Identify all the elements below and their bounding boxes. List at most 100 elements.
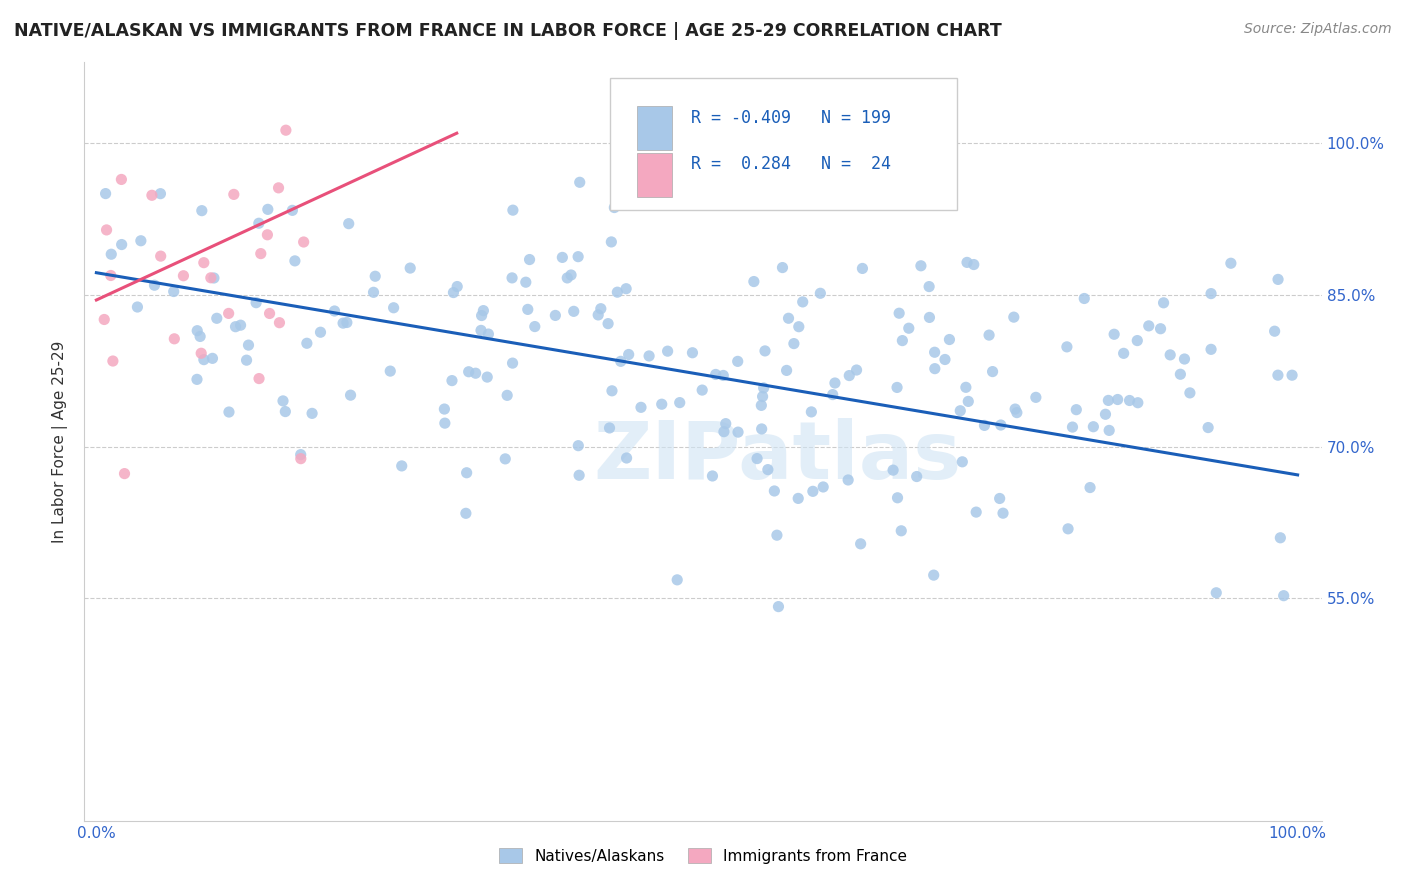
Point (808, 286, 831, 301)
Point (1267, 368, 1289, 383)
Point (886, 491, 908, 505)
Point (1178, 385, 1201, 400)
Point (1062, 420, 1084, 434)
Point (269, 316, 291, 330)
Point (562, 304, 585, 318)
Point (1219, 256, 1241, 270)
Point (281, 203, 304, 218)
Point (256, 202, 278, 217)
Point (544, 309, 567, 323)
Point (1098, 424, 1121, 438)
Point (610, 354, 633, 368)
Point (200, 270, 222, 285)
Point (555, 271, 578, 285)
Point (111, 237, 134, 252)
Point (205, 311, 228, 326)
Point (606, 285, 628, 300)
Point (849, 537, 872, 551)
Point (1078, 481, 1101, 495)
Point (713, 425, 735, 439)
Point (284, 253, 307, 268)
Point (502, 203, 524, 218)
Point (1005, 406, 1028, 420)
Point (96, 223, 118, 237)
Point (364, 269, 387, 284)
Point (337, 217, 360, 231)
Point (443, 285, 465, 300)
Point (1057, 522, 1080, 536)
Point (965, 505, 987, 519)
Point (149, 249, 172, 263)
Point (568, 175, 591, 189)
Point (127, 300, 149, 314)
Point (1126, 334, 1149, 348)
Point (1173, 351, 1195, 366)
Point (924, 361, 946, 376)
Point (470, 323, 492, 337)
Point (1107, 392, 1129, 407)
Point (745, 451, 768, 466)
Point (711, 368, 734, 383)
Point (496, 388, 519, 402)
Point (186, 372, 208, 386)
Point (218, 306, 240, 320)
Point (1205, 586, 1227, 600)
Point (382, 301, 405, 315)
Point (666, 573, 689, 587)
Point (271, 393, 294, 408)
Point (897, 321, 920, 335)
Point (800, 405, 823, 419)
Legend: Natives/Alaskans, Immigrants from France: Natives/Alaskans, Immigrants from France (494, 842, 912, 870)
Point (702, 469, 724, 483)
Point (787, 319, 810, 334)
Point (991, 506, 1014, 520)
Point (1126, 395, 1149, 409)
Point (752, 381, 775, 395)
Point (1272, 589, 1295, 603)
Point (464, 366, 486, 380)
Point (1170, 368, 1192, 382)
Point (477, 327, 499, 342)
Point (1002, 310, 1025, 325)
Point (704, 368, 727, 382)
Point (905, 469, 928, 483)
Point (551, 251, 574, 265)
Point (454, 506, 477, 520)
Point (1264, 324, 1286, 338)
Point (1083, 419, 1105, 434)
Point (568, 468, 591, 483)
Point (225, 319, 247, 334)
Point (638, 349, 661, 363)
Point (845, 363, 868, 377)
Point (188, 329, 211, 343)
Point (668, 395, 690, 409)
Point (596, 317, 619, 331)
Point (202, 271, 225, 285)
Point (754, 343, 776, 358)
Point (110, 172, 132, 186)
Text: R = -0.409   N = 199: R = -0.409 N = 199 (690, 110, 890, 128)
Point (472, 303, 495, 318)
Point (502, 356, 524, 370)
Point (1270, 531, 1292, 545)
Point (890, 524, 912, 538)
Point (259, 306, 281, 320)
Point (957, 394, 980, 409)
Point (801, 484, 824, 499)
Point (756, 462, 779, 476)
Point (973, 418, 995, 433)
Point (886, 380, 908, 394)
Point (938, 333, 960, 347)
Point (651, 397, 673, 411)
Point (1094, 407, 1116, 421)
Point (515, 275, 537, 289)
Point (630, 401, 652, 415)
Point (94, 186, 117, 201)
Point (783, 336, 806, 351)
Point (290, 448, 312, 462)
Point (101, 354, 124, 368)
Point (950, 455, 973, 469)
Point (363, 285, 385, 300)
Point (600, 235, 623, 249)
Point (681, 345, 703, 359)
